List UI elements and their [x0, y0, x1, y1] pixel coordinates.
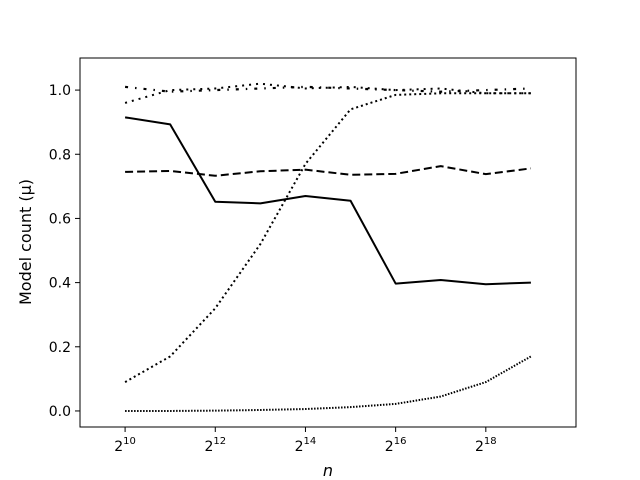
- y-tick-label-3: 0.6: [49, 211, 71, 227]
- y-tick-label-5: 1.0: [49, 83, 71, 99]
- x-tick-base-2: 2: [295, 439, 304, 455]
- x-tick-label-0: 210: [114, 436, 136, 455]
- plot-frame: [79, 57, 577, 428]
- y-tick-label-2: 0.4: [49, 276, 71, 292]
- x-tick-base-3: 2: [385, 439, 394, 455]
- plot-area: [80, 58, 576, 427]
- series-line-1: [124, 116, 531, 286]
- x-tick-exponent-0: 10: [123, 436, 136, 447]
- x-axis-label: n: [323, 461, 333, 480]
- x-axis: 210 212 214 216 218: [114, 427, 497, 455]
- y-tick-label-1: 0.2: [49, 340, 71, 356]
- x-tick-exponent-1: 12: [213, 436, 226, 447]
- series-layer: [124, 82, 532, 412]
- x-tick-base-0: 2: [114, 439, 123, 455]
- y-tick-label-4: 0.8: [49, 147, 71, 163]
- x-tick-base-1: 2: [204, 439, 213, 455]
- x-tick-exponent-2: 14: [304, 436, 317, 447]
- x-tick-exponent-4: 18: [484, 436, 497, 447]
- y-axis-label: Model count (μ): [16, 179, 35, 305]
- x-tick-label-4: 218: [475, 436, 497, 455]
- x-tick-label-1: 212: [204, 436, 226, 455]
- x-tick-exponent-3: 16: [394, 436, 407, 447]
- y-axis: 0.0 0.2 0.4 0.6 0.8 1.0: [49, 83, 80, 420]
- x-tick-base-4: 2: [475, 439, 484, 455]
- series-line-2: [125, 165, 532, 177]
- y-tick-label-0: 0.0: [49, 404, 71, 420]
- x-tick-label-3: 216: [385, 436, 407, 455]
- series-line-4: [125, 355, 532, 412]
- x-tick-label-2: 214: [295, 436, 317, 455]
